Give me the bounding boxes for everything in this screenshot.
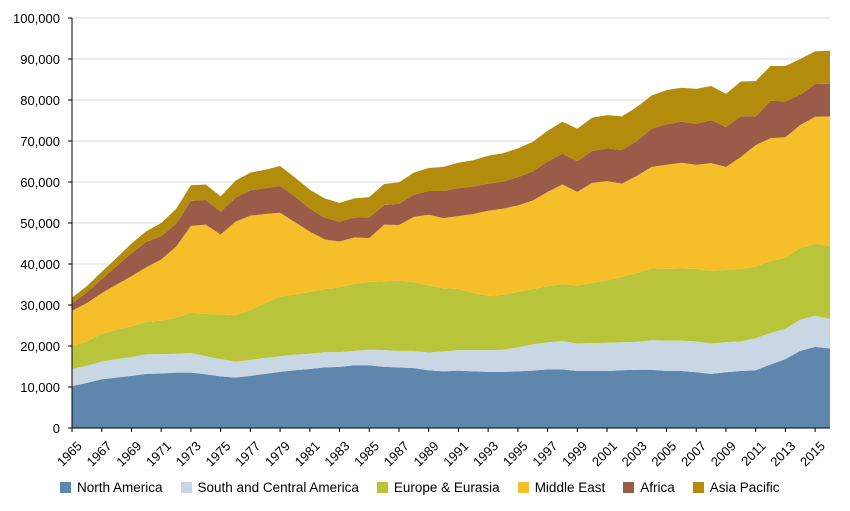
x-tick-label: 1993	[470, 438, 501, 469]
y-tick-label: 30,000	[20, 298, 60, 313]
x-tick-label: 2003	[619, 438, 650, 469]
x-tick-label: 2007	[678, 438, 709, 469]
legend-label: Europe & Eurasia	[393, 480, 500, 495]
legend-swatch	[180, 482, 192, 493]
x-tick-label: 2009	[708, 438, 739, 469]
legend-item: Middle East	[517, 480, 606, 495]
series-area-asia-pacific	[72, 50, 830, 304]
legend-swatch	[623, 482, 635, 493]
x-tick-label: 2005	[648, 438, 679, 469]
legend-item: Europe & Eurasia	[376, 480, 500, 495]
y-tick-label: 40,000	[20, 257, 60, 272]
legend-swatch	[60, 482, 71, 493]
x-tick-label: 1985	[351, 438, 382, 469]
legend-label: South and Central America	[197, 480, 359, 495]
series-area-europe-eurasia	[72, 243, 830, 369]
legend-swatch	[692, 482, 704, 493]
legend-item: South and Central America	[180, 480, 359, 495]
x-tick-label: 1977	[232, 438, 263, 469]
legend-label: Asia Pacific	[709, 480, 780, 495]
x-tick-label: 1983	[321, 438, 352, 469]
x-tick-label: 1971	[143, 438, 174, 469]
x-tick-label: 1969	[113, 438, 144, 469]
y-tick-labels: 0 10,000 20,000 30,000 40,000 50,000 60,000 70,…	[13, 11, 60, 436]
y-tick-label: 20,000	[20, 339, 60, 354]
y-tick-label: 50,000	[20, 216, 60, 231]
x-tick-label: 1979	[262, 438, 293, 469]
legend: North America South and Central America Eu…	[60, 480, 840, 495]
legend-label: North America	[77, 480, 163, 495]
x-tick-label: 1975	[202, 438, 233, 469]
area-layer	[72, 50, 830, 428]
series-area-north-america	[72, 346, 830, 428]
legend-item: Asia Pacific	[692, 480, 780, 495]
series-area-middle-east	[72, 116, 830, 347]
y-tick-label: 90,000	[20, 52, 60, 67]
x-tick-label: 1967	[84, 438, 115, 469]
legend-item: Africa	[623, 480, 675, 495]
series-area-south-and-central-america	[72, 315, 830, 387]
x-tick-labels: 1965196719691971197319751977197919811983…	[54, 438, 828, 469]
x-tick-label: 1981	[292, 438, 323, 469]
x-tick-label: 1987	[381, 438, 412, 469]
y-tick-label: 100,000	[13, 11, 60, 26]
x-tick-label: 1991	[440, 438, 471, 469]
x-tick-label: 1989	[411, 438, 442, 469]
x-tick-label: 2013	[767, 438, 798, 469]
y-tick-label: 0	[53, 421, 60, 436]
x-tick-label: 2011	[738, 438, 768, 468]
x-tick-label: 2001	[589, 438, 620, 469]
y-tick-label: 10,000	[20, 380, 60, 395]
x-tick-label: 1997	[529, 438, 560, 469]
legend-swatch	[376, 482, 388, 493]
chart: 0 10,000 20,000 30,000 40,000 50,000 60,000 70,…	[13, 11, 830, 469]
legend-item: North America	[60, 480, 163, 495]
legend-label: Africa	[640, 480, 675, 495]
y-tick-label: 70,000	[20, 134, 60, 149]
x-tick-label: 1973	[173, 438, 204, 469]
x-tick-label: 1999	[559, 438, 590, 469]
y-tick-label: 80,000	[20, 93, 60, 108]
legend-label: Middle East	[534, 480, 606, 495]
x-tick-label: 2015	[797, 438, 828, 469]
legend-swatch	[517, 482, 529, 493]
x-tick-label: 1965	[54, 438, 85, 469]
axes	[68, 17, 830, 432]
series-area-africa	[72, 83, 830, 311]
x-tick-label: 1995	[500, 438, 531, 469]
y-tick-label: 60,000	[20, 175, 60, 190]
